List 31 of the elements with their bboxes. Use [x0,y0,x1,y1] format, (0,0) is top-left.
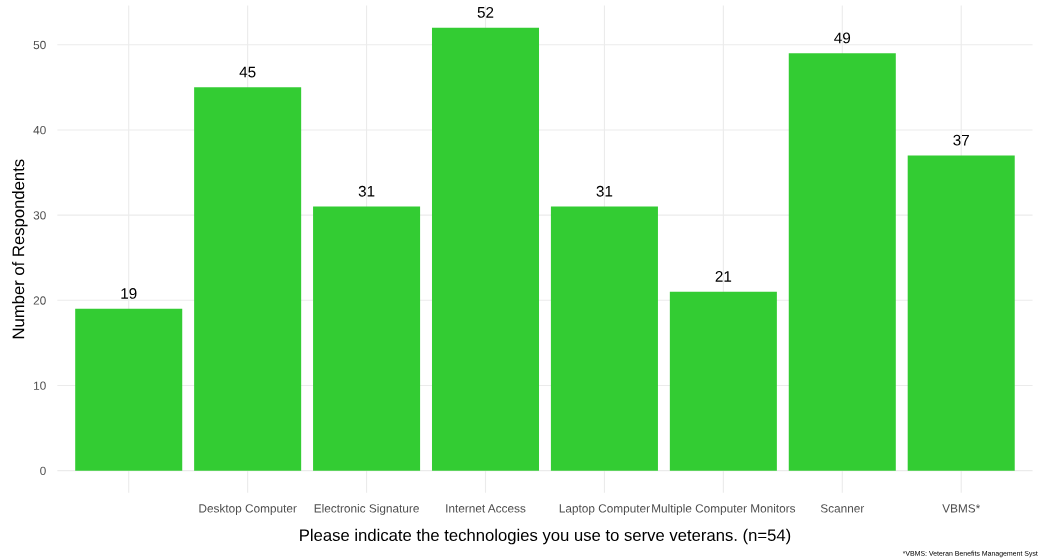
data-label: 49 [834,32,851,44]
x-tick-label: Scanner [820,504,865,513]
data-label: 31 [596,185,613,197]
bar [75,308,183,471]
bar [669,291,777,471]
bar [194,87,302,471]
y-tick-label: 0 [40,466,46,476]
x-tick-label: Laptop Computer [559,504,650,515]
bar [907,155,1015,471]
y-axis-title: Number of Respondents [12,159,28,339]
bar [788,53,896,471]
x-tick-label: VBMS* [942,504,981,513]
y-tick-label: 40 [33,125,46,135]
data-label: 52 [477,6,494,18]
bar [431,27,540,471]
bar [313,206,421,471]
x-tick-label: Internet Access [446,504,526,513]
data-label: 31 [358,185,375,197]
x-axis-title: Please indicate the technologies you use to serve veterans. (n=54) [300,528,791,545]
x-tick-label: Electronic Signature [314,503,419,515]
y-tick-label: 50 [33,40,46,50]
bar [550,206,658,471]
x-tick-label: Desktop Computer [199,503,297,515]
data-label: 21 [715,271,732,282]
x-tick-label: Multiple Computer Monitors [652,503,796,515]
y-tick-label: 10 [34,381,46,390]
y-tick-label: 20 [33,296,46,305]
data-label: 19 [121,288,137,299]
data-label: 45 [239,66,256,78]
y-tick-label: 30 [33,211,46,220]
data-label: 37 [953,134,969,146]
